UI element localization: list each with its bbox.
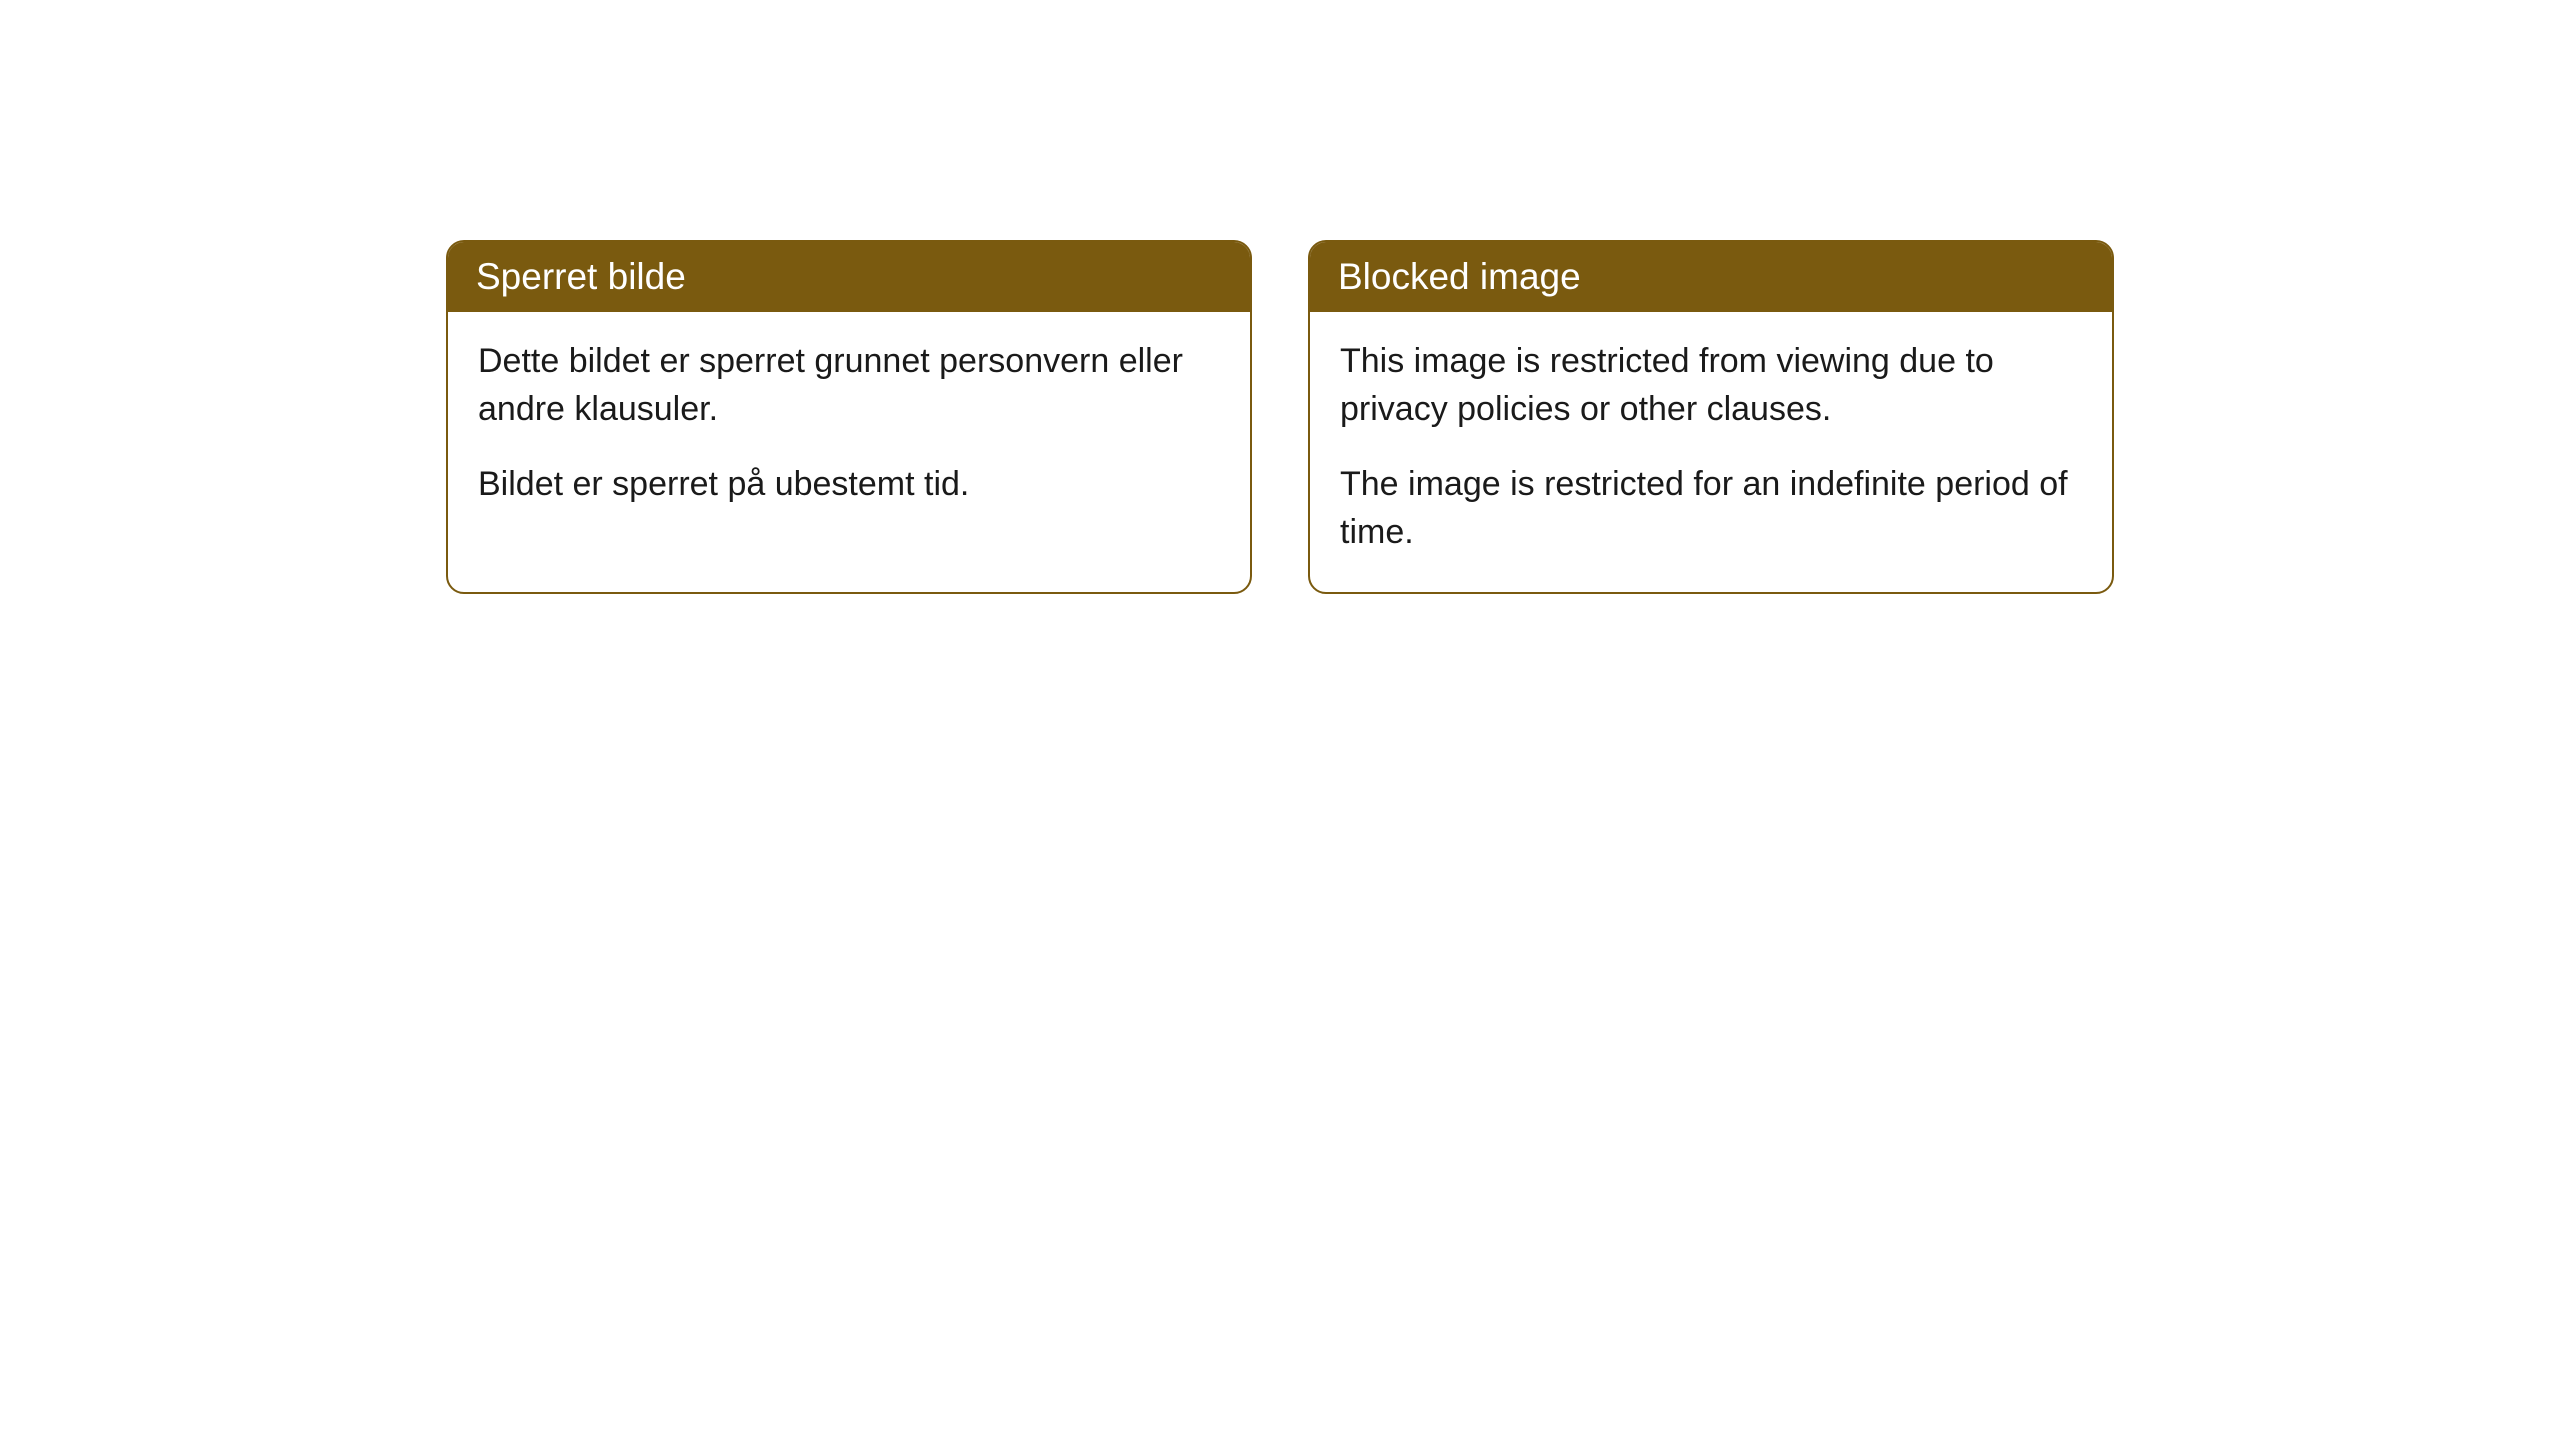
card-header-english: Blocked image — [1310, 242, 2112, 312]
card-title-norwegian: Sperret bilde — [476, 256, 686, 297]
card-title-english: Blocked image — [1338, 256, 1581, 297]
card-paragraph-2-norwegian: Bildet er sperret på ubestemt tid. — [478, 461, 1220, 509]
notice-cards-container: Sperret bilde Dette bildet er sperret gr… — [0, 240, 2560, 594]
card-body-english: This image is restricted from viewing du… — [1310, 312, 2112, 592]
card-paragraph-1-norwegian: Dette bildet er sperret grunnet personve… — [478, 338, 1220, 433]
notice-card-norwegian: Sperret bilde Dette bildet er sperret gr… — [446, 240, 1252, 594]
notice-card-english: Blocked image This image is restricted f… — [1308, 240, 2114, 594]
card-header-norwegian: Sperret bilde — [448, 242, 1250, 312]
card-body-norwegian: Dette bildet er sperret grunnet personve… — [448, 312, 1250, 545]
card-paragraph-1-english: This image is restricted from viewing du… — [1340, 338, 2082, 433]
card-paragraph-2-english: The image is restricted for an indefinit… — [1340, 461, 2082, 556]
